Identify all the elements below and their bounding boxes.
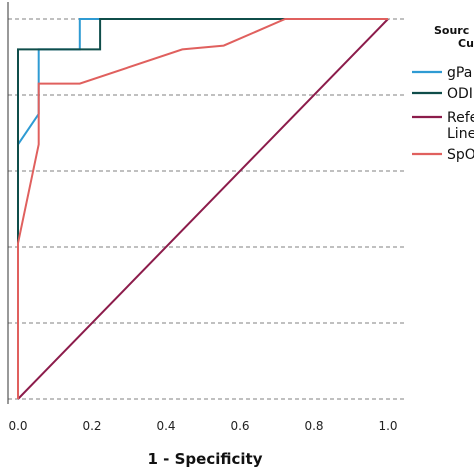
legend-label: gPa: [447, 65, 472, 81]
series-line-reference: [17, 18, 389, 400]
x-tick-labels: 0.0 0.2 0.4 0.6 0.8 1.0: [8, 419, 397, 433]
x-tick-label: 0.2: [82, 419, 101, 433]
x-tick-label: 0.8: [304, 419, 323, 433]
x-axis-title: 1 - Specificity: [148, 450, 263, 468]
legend-label: Refe: [447, 110, 474, 126]
x-tick-label: 0.0: [8, 419, 27, 433]
series-lines: [17, 18, 389, 400]
gridlines: [8, 18, 404, 400]
legend-label: ODI: [447, 86, 473, 102]
series-line-odi: [17, 18, 388, 399]
series-line-spo: [17, 18, 388, 399]
legend-label: Line: [447, 126, 474, 142]
x-tick-label: 0.4: [156, 419, 175, 433]
legend-title: Sourc: [434, 24, 469, 37]
x-tick-label: 0.6: [230, 419, 249, 433]
legend-label: SpO: [447, 147, 474, 163]
x-tick-label: 1.0: [378, 419, 397, 433]
legend-title: Cu: [458, 37, 474, 50]
